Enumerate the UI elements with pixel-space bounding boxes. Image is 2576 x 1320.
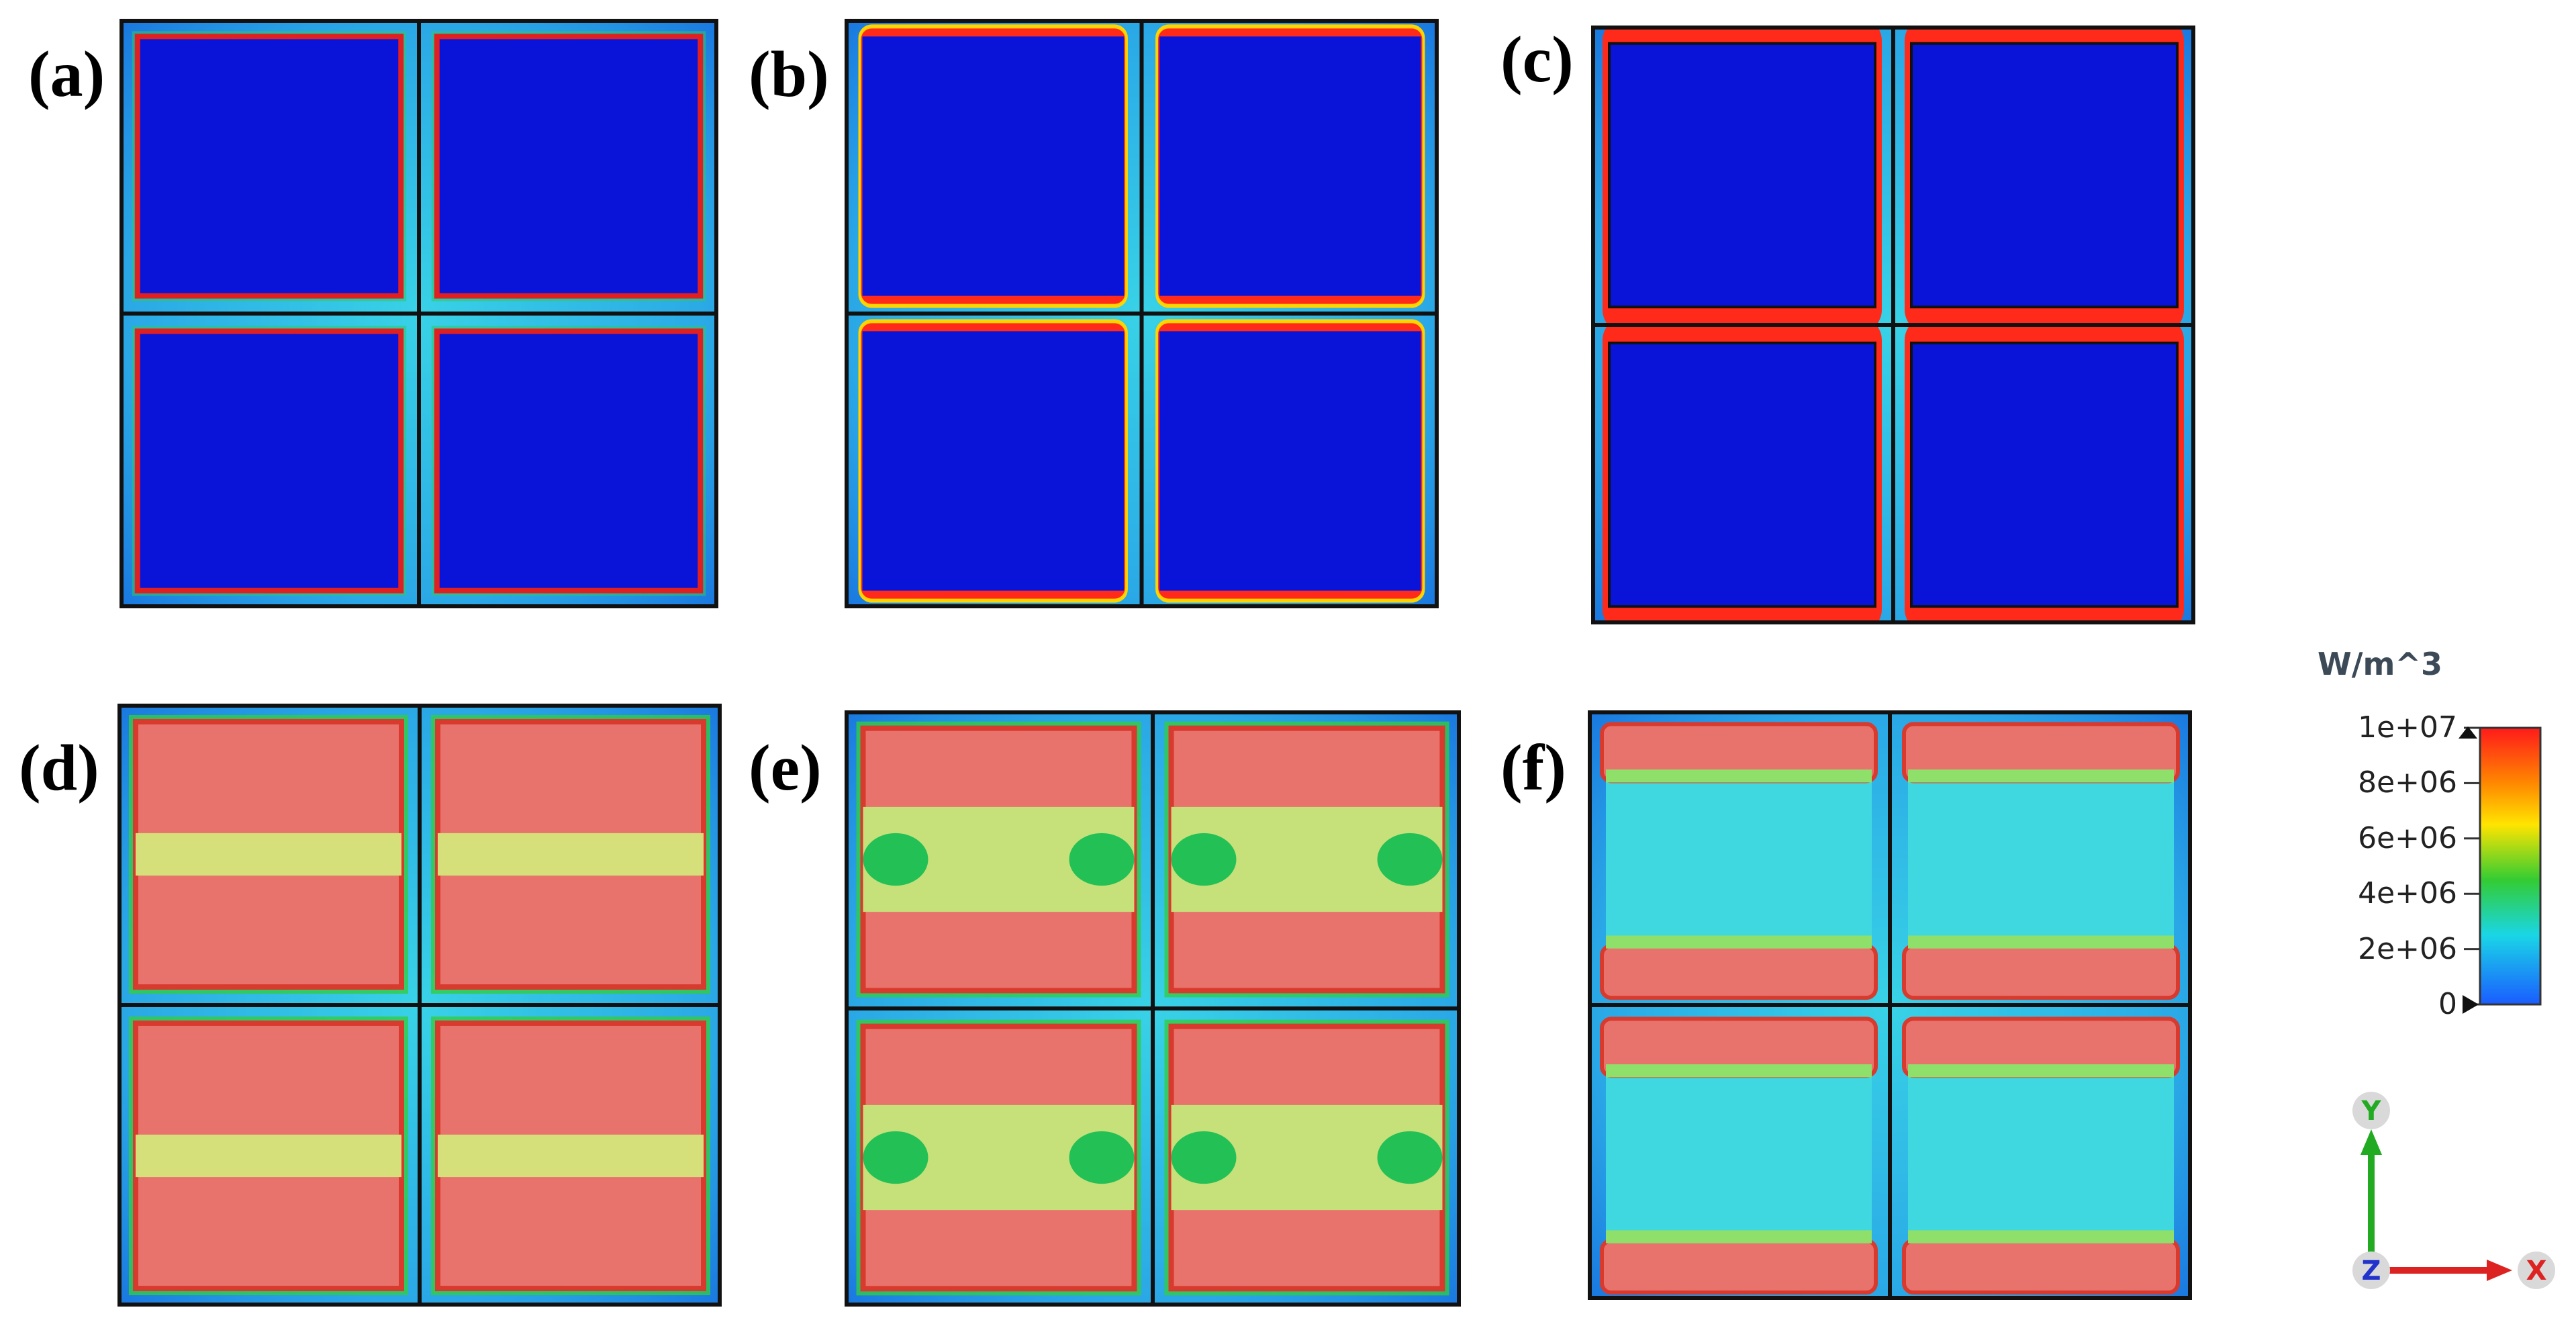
unit-cell [431, 326, 706, 596]
unit-cell [1600, 722, 1878, 1000]
legend-tick-label: 2e+06 [2358, 931, 2457, 966]
panel-label-f: (f) [1500, 732, 1566, 804]
panel-label-a: (a) [28, 38, 105, 111]
panel-label-c: (c) [1500, 23, 1574, 96]
map-border [1591, 26, 2195, 624]
y-axis-label: Y [2361, 1096, 2382, 1127]
field-map-f [1588, 710, 2192, 1300]
legend-tick-label: 4e+06 [2358, 876, 2457, 911]
unit-cell [431, 31, 706, 301]
legend-tick-label: 6e+06 [2358, 820, 2457, 855]
field-map-c [1591, 26, 2195, 624]
unit-cell [129, 1016, 408, 1296]
panel-label-b: (b) [749, 38, 829, 111]
unit-cell [1164, 721, 1449, 998]
unit-cell [1905, 26, 2184, 334]
y-axis-badge [2352, 1092, 2390, 1129]
z-axis-badge [2352, 1252, 2390, 1289]
x-axis-badge [2518, 1252, 2555, 1289]
unit-cell [1155, 24, 1425, 308]
field-map-e [845, 710, 1461, 1307]
unit-cell [431, 714, 710, 994]
legend-title: W/m^3 [2318, 646, 2443, 682]
unit-cell [1902, 722, 2180, 1000]
x-arrowhead [2487, 1260, 2512, 1281]
unit-cell [856, 721, 1141, 998]
unit-cell [1603, 316, 1882, 624]
map-border [1588, 710, 2192, 1300]
y-arrowhead [2360, 1129, 2382, 1155]
map-border [845, 19, 1439, 608]
legend-tick-label: 1e+07 [2358, 710, 2457, 745]
x-axis-label: X [2526, 1256, 2547, 1286]
map-border [120, 19, 718, 608]
axis-triad: Y Z X [2352, 1092, 2555, 1289]
unit-cell [1902, 1017, 2180, 1295]
legend-tick-label: 8e+06 [2358, 765, 2457, 800]
unit-cell [858, 24, 1128, 308]
unit-cell [132, 326, 407, 596]
unit-cell [1600, 1017, 1878, 1295]
unit-cell [1155, 319, 1425, 603]
unit-cell [129, 714, 408, 994]
map-border [845, 710, 1461, 1307]
field-map-a [120, 19, 718, 608]
field-map-b [845, 19, 1439, 608]
z-axis-label: Z [2361, 1256, 2381, 1286]
legend-colorbar [2479, 726, 2542, 1006]
field-map-d [117, 704, 722, 1307]
unit-cell [856, 1019, 1141, 1296]
unit-cell [1164, 1019, 1449, 1296]
panel-label-d: (d) [19, 732, 99, 804]
panel-label-e: (e) [749, 732, 822, 804]
unit-cell [431, 1016, 710, 1296]
unit-cell [132, 31, 407, 301]
unit-cell [1603, 26, 1882, 334]
map-border [117, 704, 722, 1307]
unit-cell [858, 319, 1128, 603]
legend-min-marker [2463, 995, 2479, 1014]
unit-cell [1905, 316, 2184, 624]
color-legend [2459, 726, 2542, 1014]
legend-max-marker [2459, 726, 2477, 739]
legend-tick-label: 0 [2438, 987, 2457, 1021]
